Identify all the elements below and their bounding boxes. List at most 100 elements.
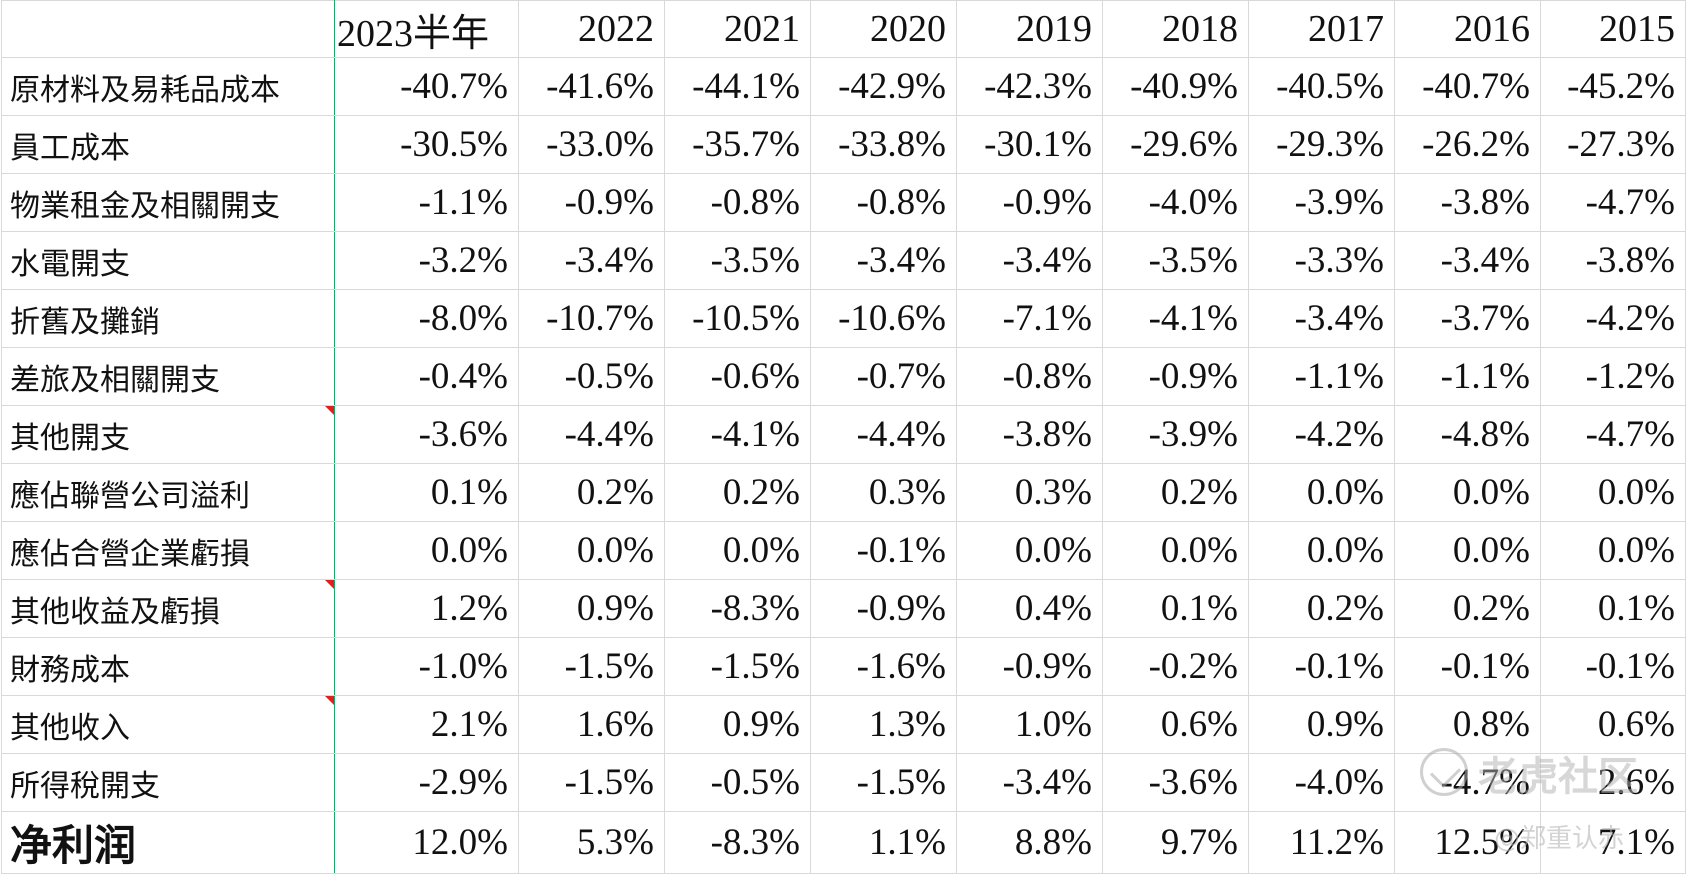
value-cell[interactable]: 0.3% <box>956 463 1103 522</box>
value-cell[interactable]: 7.1% <box>1540 811 1686 874</box>
header-year-cell[interactable]: 2017 <box>1248 0 1395 58</box>
value-cell[interactable]: 12.5% <box>1394 811 1541 874</box>
value-cell[interactable]: 0.0% <box>334 521 519 580</box>
value-cell[interactable]: 0.3% <box>810 463 957 522</box>
value-cell[interactable]: -0.9% <box>810 579 957 638</box>
row-label-cell[interactable]: 其他收入 <box>1 695 335 754</box>
value-cell[interactable]: 0.2% <box>1248 579 1395 638</box>
value-cell[interactable]: 0.1% <box>1102 579 1249 638</box>
value-cell[interactable]: -40.5% <box>1248 57 1395 116</box>
value-cell[interactable]: -1.1% <box>1394 347 1541 406</box>
value-cell[interactable]: -1.1% <box>1248 347 1395 406</box>
value-cell[interactable]: 2.1% <box>334 695 519 754</box>
comment-indicator-icon[interactable] <box>325 580 334 589</box>
value-cell[interactable]: -3.4% <box>1248 289 1395 348</box>
value-cell[interactable]: 0.2% <box>1102 463 1249 522</box>
value-cell[interactable]: 0.0% <box>1394 521 1541 580</box>
value-cell[interactable]: -0.1% <box>1540 637 1686 696</box>
value-cell[interactable]: -1.5% <box>810 753 957 812</box>
value-cell[interactable]: -3.8% <box>1540 231 1686 290</box>
header-year-cell[interactable]: 2019 <box>956 0 1103 58</box>
value-cell[interactable]: 0.4% <box>956 579 1103 638</box>
value-cell[interactable]: 0.0% <box>1248 521 1395 580</box>
header-year-cell[interactable]: 2020 <box>810 0 957 58</box>
value-cell[interactable]: -4.1% <box>1102 289 1249 348</box>
row-label-cell[interactable]: 所得稅開支 <box>1 753 335 812</box>
header-year-cell[interactable]: 2018 <box>1102 0 1249 58</box>
value-cell[interactable]: -33.0% <box>518 115 665 174</box>
value-cell[interactable]: -10.5% <box>664 289 811 348</box>
value-cell[interactable]: -30.5% <box>334 115 519 174</box>
value-cell[interactable]: 1.6% <box>518 695 665 754</box>
value-cell[interactable]: -4.4% <box>810 405 957 464</box>
value-cell[interactable]: -1.5% <box>664 637 811 696</box>
row-label-cell[interactable]: 水電開支 <box>1 231 335 290</box>
value-cell[interactable]: -4.0% <box>1248 753 1395 812</box>
value-cell[interactable]: -3.2% <box>334 231 519 290</box>
row-label-cell[interactable]: 原材料及易耗品成本 <box>1 57 335 116</box>
row-label-cell[interactable]: 其他收益及虧損 <box>1 579 335 638</box>
value-cell[interactable]: 0.9% <box>1248 695 1395 754</box>
value-cell[interactable]: -3.7% <box>1394 289 1541 348</box>
value-cell[interactable]: -3.6% <box>1102 753 1249 812</box>
value-cell[interactable]: 2.6% <box>1540 753 1686 812</box>
value-cell[interactable]: -3.5% <box>1102 231 1249 290</box>
value-cell[interactable]: -4.7% <box>1540 173 1686 232</box>
value-cell[interactable]: -29.3% <box>1248 115 1395 174</box>
header-year-cell[interactable]: 2023半年 <box>334 0 519 58</box>
value-cell[interactable]: 0.2% <box>518 463 665 522</box>
value-cell[interactable]: -0.9% <box>518 173 665 232</box>
value-cell[interactable]: 12.0% <box>334 811 519 874</box>
value-cell[interactable]: -3.3% <box>1248 231 1395 290</box>
value-cell[interactable]: -10.6% <box>810 289 957 348</box>
value-cell[interactable]: 0.2% <box>664 463 811 522</box>
value-cell[interactable]: -0.9% <box>956 173 1103 232</box>
value-cell[interactable]: -0.8% <box>810 173 957 232</box>
value-cell[interactable]: -0.8% <box>664 173 811 232</box>
comment-indicator-icon[interactable] <box>325 406 334 415</box>
value-cell[interactable]: -0.9% <box>1102 347 1249 406</box>
header-label-cell[interactable] <box>1 0 335 58</box>
value-cell[interactable]: 5.3% <box>518 811 665 874</box>
value-cell[interactable]: 1.1% <box>810 811 957 874</box>
value-cell[interactable]: 8.8% <box>956 811 1103 874</box>
row-label-cell[interactable]: 應佔聯營公司溢利 <box>1 463 335 522</box>
value-cell[interactable]: -42.9% <box>810 57 957 116</box>
value-cell[interactable]: -4.7% <box>1540 405 1686 464</box>
value-cell[interactable]: 11.2% <box>1248 811 1395 874</box>
value-cell[interactable]: -1.5% <box>518 637 665 696</box>
value-cell[interactable]: -4.2% <box>1540 289 1686 348</box>
value-cell[interactable]: -3.9% <box>1102 405 1249 464</box>
value-cell[interactable]: -35.7% <box>664 115 811 174</box>
value-cell[interactable]: -0.5% <box>518 347 665 406</box>
value-cell[interactable]: 0.6% <box>1540 695 1686 754</box>
value-cell[interactable]: -0.7% <box>810 347 957 406</box>
value-cell[interactable]: 0.0% <box>1102 521 1249 580</box>
value-cell[interactable]: -8.3% <box>664 811 811 874</box>
value-cell[interactable]: 0.1% <box>1540 579 1686 638</box>
row-label-cell[interactable]: 净利润 <box>1 811 335 874</box>
value-cell[interactable]: -1.0% <box>334 637 519 696</box>
value-cell[interactable]: -3.9% <box>1248 173 1395 232</box>
value-cell[interactable]: -3.4% <box>518 231 665 290</box>
row-label-cell[interactable]: 其他開支 <box>1 405 335 464</box>
value-cell[interactable]: -1.2% <box>1540 347 1686 406</box>
value-cell[interactable]: -3.4% <box>810 231 957 290</box>
value-cell[interactable]: -4.0% <box>1102 173 1249 232</box>
comment-indicator-icon[interactable] <box>325 696 334 705</box>
value-cell[interactable]: 0.1% <box>334 463 519 522</box>
value-cell[interactable]: -0.9% <box>956 637 1103 696</box>
value-cell[interactable]: -0.1% <box>1394 637 1541 696</box>
value-cell[interactable]: -0.4% <box>334 347 519 406</box>
value-cell[interactable]: 0.0% <box>1540 463 1686 522</box>
value-cell[interactable]: -4.4% <box>518 405 665 464</box>
value-cell[interactable]: -40.7% <box>334 57 519 116</box>
value-cell[interactable]: -7.1% <box>956 289 1103 348</box>
value-cell[interactable]: 0.2% <box>1394 579 1541 638</box>
value-cell[interactable]: -10.7% <box>518 289 665 348</box>
row-label-cell[interactable]: 員工成本 <box>1 115 335 174</box>
header-year-cell[interactable]: 2021 <box>664 0 811 58</box>
value-cell[interactable]: -41.6% <box>518 57 665 116</box>
row-label-cell[interactable]: 折舊及攤銷 <box>1 289 335 348</box>
value-cell[interactable]: 0.0% <box>956 521 1103 580</box>
